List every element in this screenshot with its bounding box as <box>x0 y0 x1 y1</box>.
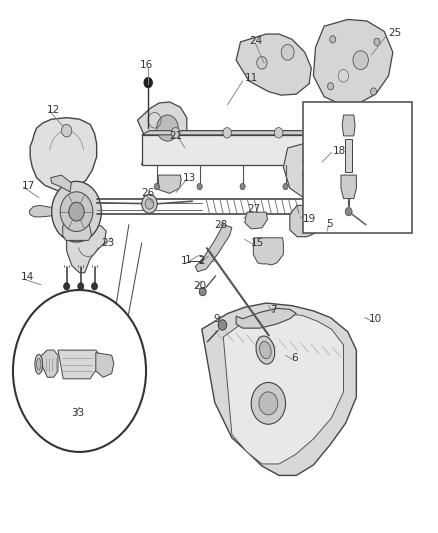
Circle shape <box>318 156 325 165</box>
Text: 33: 33 <box>71 408 84 418</box>
Text: 2: 2 <box>198 256 205 266</box>
Text: 13: 13 <box>183 173 196 183</box>
Polygon shape <box>67 226 106 273</box>
Circle shape <box>345 207 352 216</box>
Polygon shape <box>58 350 101 379</box>
Circle shape <box>318 170 325 178</box>
Circle shape <box>197 183 202 190</box>
Text: 9: 9 <box>214 314 220 324</box>
Circle shape <box>302 156 309 165</box>
Polygon shape <box>96 353 114 377</box>
Circle shape <box>142 195 157 213</box>
Circle shape <box>52 181 101 242</box>
Polygon shape <box>51 175 71 192</box>
Ellipse shape <box>256 336 275 364</box>
Text: 14: 14 <box>21 272 34 282</box>
Polygon shape <box>314 19 393 104</box>
Text: 27: 27 <box>247 204 260 214</box>
Text: 16: 16 <box>140 60 153 70</box>
Bar <box>142 135 305 165</box>
Text: 17: 17 <box>21 181 35 190</box>
Circle shape <box>328 83 334 90</box>
Text: 10: 10 <box>369 314 382 324</box>
Text: 24: 24 <box>249 36 262 46</box>
Polygon shape <box>236 34 311 95</box>
Circle shape <box>64 282 70 290</box>
Polygon shape <box>158 175 181 193</box>
Circle shape <box>171 127 180 138</box>
Text: 21: 21 <box>170 131 183 141</box>
Circle shape <box>223 127 231 138</box>
Polygon shape <box>39 350 58 377</box>
Circle shape <box>145 199 154 209</box>
Polygon shape <box>245 212 268 229</box>
Polygon shape <box>138 102 187 151</box>
Circle shape <box>199 287 206 296</box>
Circle shape <box>257 56 267 69</box>
Text: 12: 12 <box>47 105 60 115</box>
Text: 19: 19 <box>303 214 316 224</box>
Circle shape <box>281 45 294 60</box>
Circle shape <box>259 392 278 415</box>
Text: 1: 1 <box>185 255 191 265</box>
Circle shape <box>144 77 152 88</box>
Text: 6: 6 <box>291 353 298 363</box>
Polygon shape <box>283 141 339 199</box>
Text: 11: 11 <box>245 74 258 84</box>
Text: 20: 20 <box>193 281 206 292</box>
Polygon shape <box>342 115 355 136</box>
Polygon shape <box>29 205 52 217</box>
Polygon shape <box>341 175 357 199</box>
Circle shape <box>60 192 93 231</box>
Circle shape <box>283 183 288 190</box>
Ellipse shape <box>260 342 271 359</box>
Circle shape <box>274 127 283 138</box>
Circle shape <box>353 51 368 70</box>
Polygon shape <box>63 217 92 240</box>
Text: 1: 1 <box>180 256 187 266</box>
Polygon shape <box>223 313 343 464</box>
Text: 25: 25 <box>389 28 402 38</box>
Text: 7: 7 <box>271 305 277 315</box>
Circle shape <box>157 115 178 141</box>
Circle shape <box>13 290 146 452</box>
Text: 18: 18 <box>333 146 346 156</box>
Polygon shape <box>30 118 97 191</box>
Polygon shape <box>290 205 330 237</box>
Text: 23: 23 <box>101 238 114 248</box>
Circle shape <box>92 282 98 290</box>
Text: 26: 26 <box>142 188 155 198</box>
Text: 15: 15 <box>251 238 265 248</box>
Circle shape <box>371 88 377 95</box>
Ellipse shape <box>35 354 42 374</box>
Text: —: — <box>188 256 198 266</box>
Circle shape <box>78 282 84 290</box>
Text: 2: 2 <box>198 255 204 265</box>
Bar <box>303 102 412 232</box>
Ellipse shape <box>36 358 41 370</box>
Circle shape <box>69 202 84 221</box>
Circle shape <box>302 170 309 178</box>
Polygon shape <box>195 225 232 272</box>
Text: 5: 5 <box>326 219 333 229</box>
Circle shape <box>330 36 336 43</box>
Circle shape <box>374 38 380 45</box>
Bar <box>345 139 352 173</box>
Polygon shape <box>202 303 357 475</box>
Text: 28: 28 <box>215 220 228 230</box>
Circle shape <box>240 183 245 190</box>
Polygon shape <box>142 131 313 135</box>
Polygon shape <box>142 131 313 165</box>
Circle shape <box>251 383 286 424</box>
Circle shape <box>154 183 159 190</box>
Circle shape <box>61 124 72 137</box>
Circle shape <box>218 320 227 330</box>
Polygon shape <box>236 308 296 328</box>
Polygon shape <box>253 238 283 265</box>
